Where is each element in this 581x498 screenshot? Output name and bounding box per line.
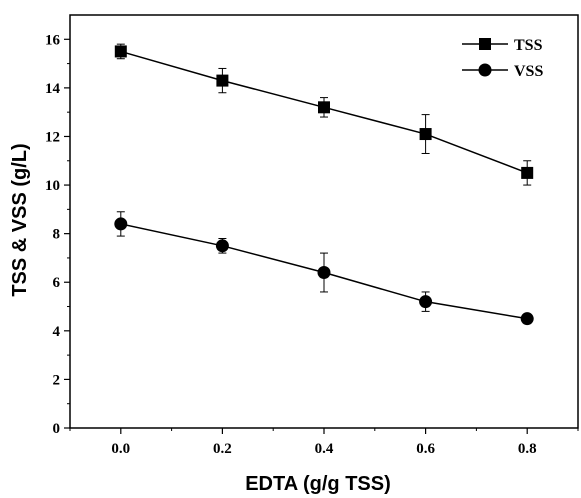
y-tick-label: 4 <box>53 324 61 340</box>
y-tick-label: 0 <box>53 421 61 437</box>
x-axis-title: EDTA (g/g TSS) <box>245 473 391 495</box>
series-layer <box>114 43 534 326</box>
legend: TSS VSS <box>462 37 543 80</box>
y-tick-label: 10 <box>45 178 60 194</box>
data-point-tss <box>521 166 534 179</box>
data-point-tss <box>318 101 330 114</box>
x-axis: 0.0 0.2 0.4 0.6 0.8 <box>69 428 579 457</box>
plot-frame <box>69 14 579 429</box>
x-tick-label: 0.8 <box>518 441 537 457</box>
x-tick-label: 0.6 <box>416 441 435 457</box>
y-axis-title: TSS & VSS (g/L) <box>9 143 31 296</box>
legend-marker-vss <box>478 63 492 77</box>
y-axis: 0 2 4 6 8 10 12 14 16 <box>45 32 70 437</box>
legend-label-vss: VSS <box>514 63 543 80</box>
data-point-tss <box>419 128 432 141</box>
data-point-vss <box>114 217 128 231</box>
y-tick-label: 12 <box>45 129 60 145</box>
y-tick-label: 16 <box>45 32 61 48</box>
y-tick-label: 8 <box>53 227 61 243</box>
data-point-vss <box>215 239 229 253</box>
data-point-tss <box>216 74 229 87</box>
y-tick-label: 14 <box>45 81 61 97</box>
data-point-vss <box>419 295 433 309</box>
x-tick-label: 0.4 <box>315 441 334 457</box>
data-point-vss <box>317 266 331 280</box>
data-point-vss <box>520 312 534 326</box>
data-point-tss <box>114 45 127 58</box>
x-tick-label: 0.0 <box>111 441 130 457</box>
plot-area <box>69 14 579 429</box>
x-tick-label: 0.2 <box>213 441 232 457</box>
y-tick-label: 2 <box>53 372 61 388</box>
legend-label-tss: TSS <box>514 37 543 54</box>
legend-marker-tss <box>479 38 491 50</box>
y-tick-label: 6 <box>53 275 61 291</box>
